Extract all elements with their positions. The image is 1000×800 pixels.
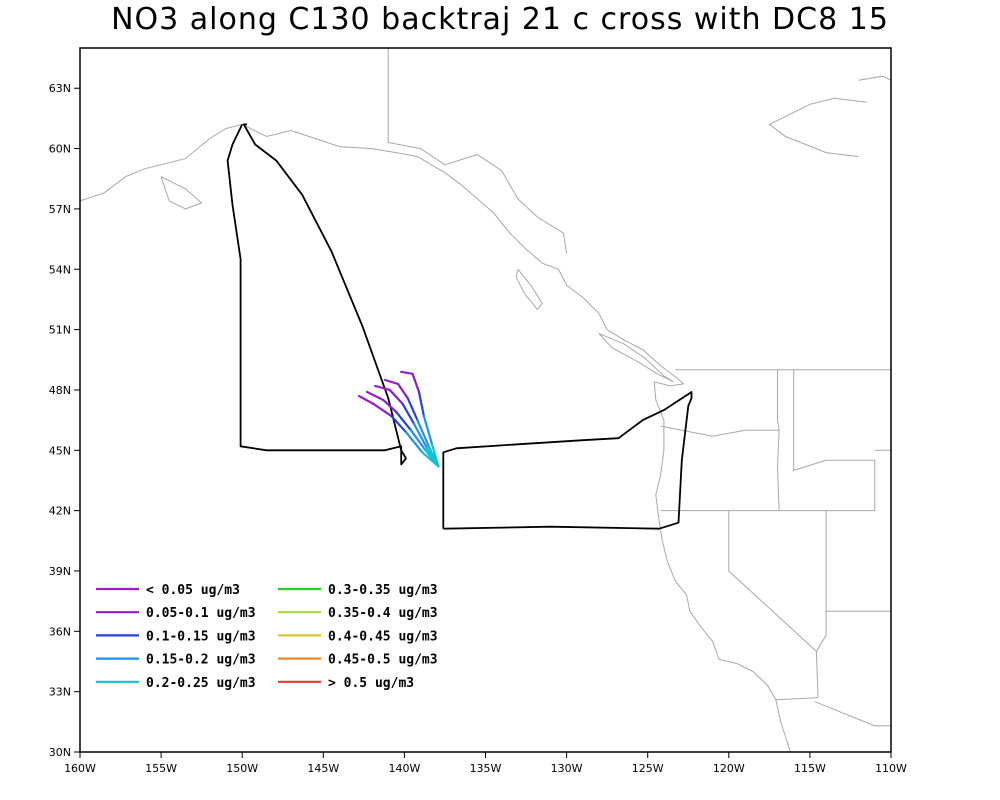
trajectory-segment: [401, 402, 416, 426]
trajectory-segment: [382, 398, 398, 414]
trajectory-segment: [430, 443, 440, 468]
y-tick-label: 30N: [49, 746, 71, 759]
political-border: [815, 510, 827, 652]
y-tick-label: 51N: [49, 324, 71, 337]
trajectory-segment: [417, 390, 425, 418]
x-tick-label: 160W: [64, 762, 96, 775]
y-tick-label: 60N: [49, 143, 71, 156]
y-axis: 30N 33N 36N 39N 42N 45N 48N 51N 54N 57N 60N 63N: [49, 82, 80, 759]
coastline: [79, 123, 791, 753]
political-border: [387, 48, 568, 254]
y-tick-label: 57N: [49, 203, 71, 216]
trajectory-segment: [413, 423, 429, 450]
y-tick-label: 36N: [49, 625, 71, 638]
legend-label: 0.45-0.5 ug/m3: [328, 653, 438, 668]
trajectory-segment: [357, 394, 375, 406]
x-tick-label: 155W: [145, 762, 177, 775]
trajectory-segment: [400, 370, 414, 375]
flight-track-layer: [226, 123, 693, 530]
legend-label: 0.1-0.15 ug/m3: [146, 629, 256, 644]
legend: < 0.05 ug/m3 0.05-0.1 ug/m3 0.1-0.15 ug/m3…: [96, 583, 438, 691]
trajectory-segment: [416, 419, 430, 448]
x-axis: 160W 155W 150W 145W 140W 135W 130W 125W 120W 115W…: [64, 752, 907, 775]
legend-label: 0.3-0.35 ug/m3: [328, 583, 438, 598]
flight-track-east: [442, 391, 693, 530]
trajectory-segment: [374, 384, 391, 392]
coastline: [598, 333, 674, 383]
trajectory-segment: [422, 414, 434, 446]
y-tick-label: 45N: [49, 444, 71, 457]
geography-layer: [79, 48, 892, 753]
trajectory-segment: [372, 402, 393, 418]
y-tick-label: 48N: [49, 384, 71, 397]
political-border: [728, 510, 819, 701]
legend-label: 0.05-0.1 ug/m3: [146, 606, 256, 621]
political-border: [814, 701, 891, 727]
x-tick-label: 140W: [388, 762, 420, 775]
trajectory-segment: [395, 410, 412, 432]
trajectory-segment: [390, 414, 408, 434]
coastline: [515, 268, 543, 311]
legend-label: 0.2-0.25 ug/m3: [146, 676, 256, 691]
x-tick-label: 115W: [794, 762, 826, 775]
x-tick-label: 150W: [226, 762, 258, 775]
y-tick-label: 33N: [49, 686, 71, 699]
x-tick-label: 125W: [632, 762, 664, 775]
x-tick-label: 145W: [307, 762, 339, 775]
trajectory-segment: [365, 390, 385, 402]
x-tick-label: 135W: [470, 762, 502, 775]
map-title: NO3 along C130 backtraj 21 c cross with …: [111, 2, 889, 37]
coastline: [160, 176, 203, 210]
trajectory-segment: [406, 396, 419, 422]
political-border: [779, 369, 876, 512]
legend-label: 0.15-0.2 ug/m3: [146, 653, 256, 668]
flight-track-west: [226, 123, 407, 466]
trajectory-segment: [404, 431, 424, 454]
political-border: [660, 425, 780, 512]
legend-label: 0.4-0.45 ug/m3: [328, 629, 438, 644]
coastline: [858, 75, 892, 81]
trajectory-segment: [383, 378, 400, 386]
legend-label: < 0.05 ug/m3: [146, 583, 240, 598]
trajectory-segment: [388, 388, 404, 406]
legend-label: 0.35-0.4 ug/m3: [328, 606, 438, 621]
legend-label: > 0.5 ug/m3: [328, 676, 414, 691]
trajectory-segment: [396, 382, 409, 400]
x-tick-label: 110W: [875, 762, 907, 775]
political-border: [777, 369, 780, 431]
trajectory-segment: [411, 372, 421, 394]
coastline: [768, 97, 867, 158]
x-tick-label: 130W: [551, 762, 583, 775]
x-tick-label: 120W: [713, 762, 745, 775]
trajectory-segment: [409, 429, 427, 452]
y-tick-label: 39N: [49, 565, 71, 578]
y-tick-label: 42N: [49, 505, 71, 518]
y-tick-label: 54N: [49, 263, 71, 276]
y-tick-label: 63N: [49, 82, 71, 95]
plot-frame: [79, 47, 892, 753]
trajectory-layer: [357, 370, 440, 468]
